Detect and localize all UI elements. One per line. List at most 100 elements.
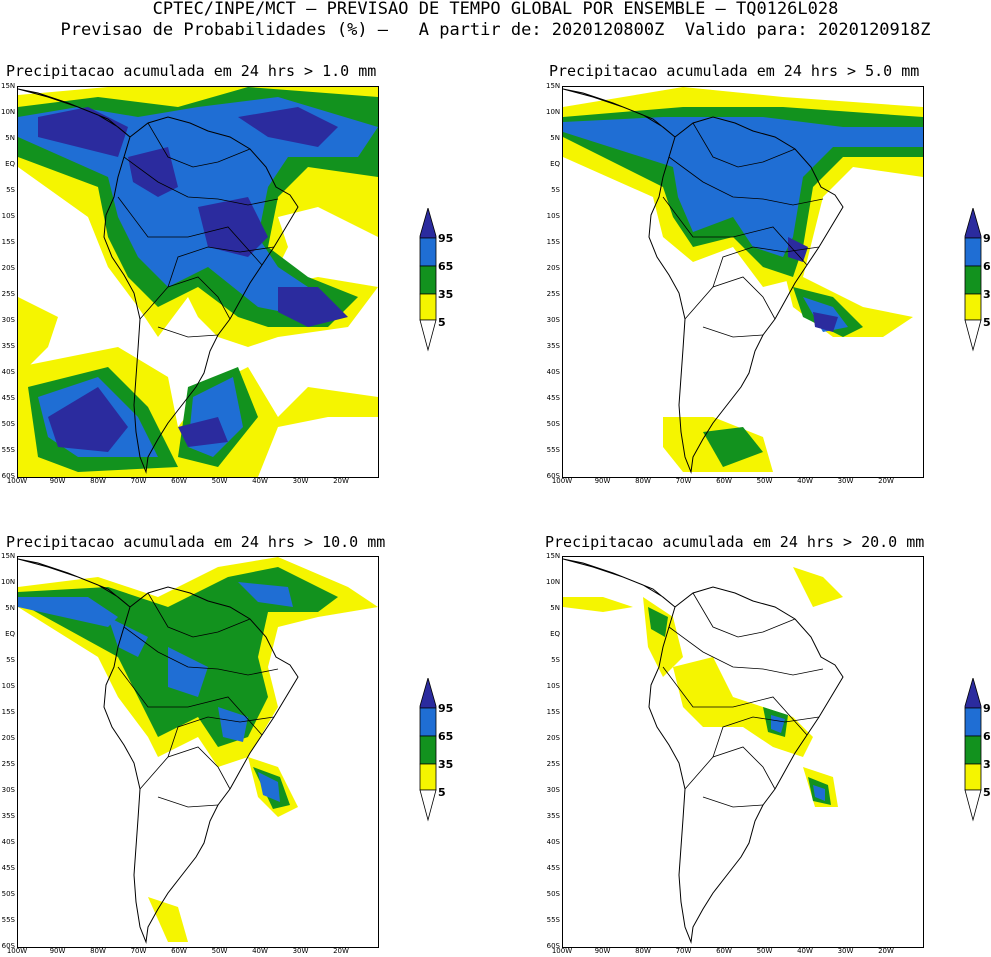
lat-tick-label: 25S: [546, 760, 560, 768]
lat-tick-label: 10S: [1, 682, 15, 690]
lon-tick-label: 40W: [797, 947, 813, 955]
lat-tick-label: 5S: [6, 186, 15, 194]
legend-swatch-65: [419, 707, 437, 737]
lat-tick-label: 25S: [1, 290, 15, 298]
precip-map-svg: [18, 557, 378, 944]
legend-swatch-65: [419, 237, 437, 267]
panel-4-map: [562, 556, 924, 948]
lon-tick-label: 30W: [837, 947, 854, 955]
precip-map-svg: [563, 558, 844, 944]
lat-tick-label: 35S: [1, 342, 15, 350]
lat-tick-label: 50S: [1, 420, 15, 428]
lat-tick-label: 20S: [546, 264, 560, 272]
panel-3-legend: 95 65 35 5: [418, 676, 478, 828]
lat-tick-label: 5N: [550, 134, 560, 142]
legend-level-label: 35: [438, 758, 454, 771]
lat-tick-label: 25S: [1, 760, 15, 768]
lon-tick-label: 30W: [292, 477, 309, 485]
lon-tick-label: 90W: [594, 947, 611, 955]
lat-tick-label: 60S: [546, 942, 560, 950]
lon-tick-label: 20W: [333, 477, 349, 485]
legend-level-label: 5: [983, 786, 991, 799]
lat-tick-label: 5S: [551, 656, 560, 664]
legend-swatch-35: [964, 735, 982, 765]
south-america-coastline: [103, 116, 299, 474]
country-border: [139, 746, 231, 790]
precip-map-svg: [563, 87, 923, 474]
lat-tick-label: 40S: [1, 368, 15, 376]
legend-below-range-tip: [419, 789, 437, 822]
probability-contour-65: [258, 772, 280, 802]
legend-level-label: 95: [438, 232, 454, 245]
lon-tick-label: 20W: [878, 477, 894, 485]
panel-1-title: Precipitacao acumulada em 24 hrs > 1.0 m…: [6, 62, 377, 80]
legend-swatch-5: [964, 293, 982, 321]
country-border: [712, 716, 820, 758]
legend-level-label: 65: [438, 730, 454, 743]
legend-level-label: 5: [438, 786, 446, 799]
lat-tick-label: 45S: [546, 864, 560, 872]
lon-tick-label: 60W: [716, 477, 732, 485]
lon-tick-label: 90W: [49, 477, 66, 485]
probability-contour-65: [813, 785, 825, 801]
legend-colorbar: [964, 206, 982, 352]
probability-contour-5: [148, 897, 188, 942]
lat-tick-label: EQ: [5, 160, 15, 168]
lat-tick-label: 50S: [546, 420, 560, 428]
lat-tick-label: 30S: [546, 786, 560, 794]
lon-tick-label: 90W: [49, 947, 66, 955]
lat-tick-label: 15N: [1, 82, 16, 90]
lon-tick-label: 50W: [211, 477, 228, 485]
south-america-coastline: [648, 586, 844, 944]
panel-1-legend: 95 65 35 5: [418, 206, 478, 358]
probability-contour-35: [703, 427, 763, 467]
country-border: [668, 626, 824, 676]
country-border: [668, 156, 824, 206]
lon-tick-label: 50W: [756, 947, 773, 955]
panel-3-title: Precipitacao acumulada em 24 hrs > 10.0 …: [6, 533, 386, 551]
probability-contour-95: [238, 107, 338, 147]
probability-contour-65: [218, 707, 248, 742]
legend-swatch-5: [419, 763, 437, 791]
lon-tick-label: 60W: [171, 477, 187, 485]
probability-contour-35: [648, 607, 668, 637]
lon-tick-label: 40W: [252, 477, 268, 485]
lon-tick-label: 20W: [333, 947, 349, 955]
panel-3-map: [17, 556, 379, 948]
lon-tick-label: 80W: [90, 477, 106, 485]
lat-tick-label: EQ: [550, 160, 560, 168]
lon-tick-label: 60W: [716, 947, 732, 955]
panel-1-map: [17, 86, 379, 478]
country-border: [147, 592, 251, 638]
lon-tick-label: 50W: [211, 947, 228, 955]
legend-swatch-5: [419, 293, 437, 321]
central-america-coastline: [563, 558, 676, 608]
legend-level-label: 5: [983, 316, 991, 329]
central-america-coastline: [18, 558, 131, 608]
country-border: [139, 276, 231, 320]
lat-tick-label: 15S: [546, 708, 560, 716]
legend-colorbar: [419, 676, 437, 822]
lat-tick-label: 55S: [546, 916, 560, 924]
probability-contour-65: [168, 647, 208, 697]
probability-contour-95: [813, 312, 838, 332]
probability-contour-65: [238, 582, 293, 607]
south-america-coastline: [103, 586, 299, 944]
lon-tick-label: 60W: [171, 947, 187, 955]
panel-2-legend: 95 65 35 5: [963, 206, 991, 358]
probability-contour-95: [48, 387, 128, 452]
legend-swatch-35: [419, 735, 437, 765]
lon-tick-label: 20W: [878, 947, 894, 955]
lon-tick-label: 70W: [675, 477, 692, 485]
country-border: [147, 122, 251, 168]
country-border: [712, 246, 820, 288]
lon-tick-label: 30W: [837, 477, 854, 485]
lon-tick-label: 80W: [635, 947, 651, 955]
lat-tick-label: 10N: [546, 578, 561, 586]
precip-map-svg: [18, 87, 378, 477]
lat-tick-label: 60S: [1, 472, 15, 480]
lon-tick-label: 40W: [252, 947, 268, 955]
legend-below-range-tip: [964, 319, 982, 352]
lat-tick-label: 25S: [546, 290, 560, 298]
country-border: [123, 626, 279, 676]
